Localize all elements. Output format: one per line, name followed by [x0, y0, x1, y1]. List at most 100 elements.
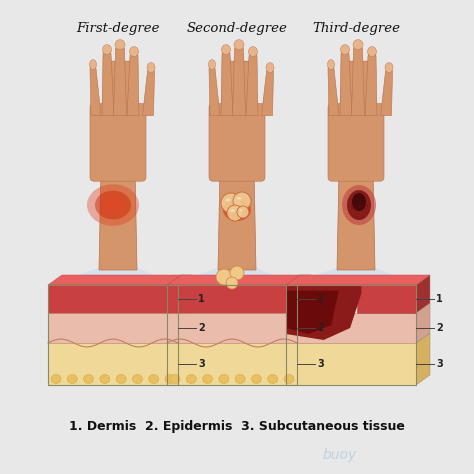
Bar: [48, 313, 178, 343]
Ellipse shape: [149, 374, 159, 383]
Polygon shape: [178, 333, 192, 385]
Ellipse shape: [235, 374, 245, 383]
Ellipse shape: [221, 45, 230, 55]
Polygon shape: [286, 285, 361, 340]
Polygon shape: [102, 46, 114, 116]
Circle shape: [226, 277, 238, 289]
Polygon shape: [221, 46, 233, 116]
Ellipse shape: [129, 46, 138, 56]
Ellipse shape: [367, 46, 376, 56]
Bar: [48, 343, 178, 385]
Text: Second-degree: Second-degree: [187, 22, 287, 35]
Ellipse shape: [51, 374, 61, 383]
Bar: [167, 285, 297, 313]
Polygon shape: [297, 275, 311, 313]
Ellipse shape: [170, 374, 180, 383]
Polygon shape: [340, 46, 352, 116]
Ellipse shape: [219, 374, 229, 383]
Polygon shape: [416, 333, 430, 385]
FancyBboxPatch shape: [90, 104, 146, 181]
Polygon shape: [328, 61, 339, 116]
Polygon shape: [218, 61, 256, 270]
Polygon shape: [297, 333, 311, 385]
Polygon shape: [209, 61, 220, 116]
Polygon shape: [48, 268, 178, 285]
Ellipse shape: [83, 374, 93, 383]
Text: 1: 1: [436, 294, 443, 304]
Text: 2: 2: [436, 323, 443, 333]
Bar: [286, 285, 416, 385]
Polygon shape: [48, 275, 192, 285]
Ellipse shape: [347, 190, 371, 220]
Polygon shape: [286, 268, 416, 285]
Text: 2: 2: [317, 323, 324, 333]
Ellipse shape: [266, 63, 274, 73]
Text: 3: 3: [436, 359, 443, 369]
Bar: [286, 313, 416, 343]
Text: 1. Dermis  2. Epidermis  3. Subcutaneous tissue: 1. Dermis 2. Epidermis 3. Subcutaneous t…: [69, 420, 405, 433]
Ellipse shape: [115, 40, 125, 50]
Ellipse shape: [147, 63, 155, 73]
Polygon shape: [233, 41, 246, 116]
Ellipse shape: [240, 210, 243, 211]
Bar: [357, 285, 416, 313]
Ellipse shape: [209, 60, 216, 70]
Ellipse shape: [340, 45, 349, 55]
Circle shape: [216, 269, 232, 285]
Polygon shape: [178, 303, 192, 343]
Ellipse shape: [102, 45, 111, 55]
Bar: [167, 343, 297, 385]
Circle shape: [230, 266, 244, 280]
Polygon shape: [416, 275, 430, 313]
Ellipse shape: [328, 60, 335, 70]
Polygon shape: [143, 64, 155, 116]
Polygon shape: [337, 61, 375, 270]
Polygon shape: [178, 275, 192, 313]
Polygon shape: [262, 64, 273, 116]
Ellipse shape: [352, 193, 366, 211]
Polygon shape: [297, 303, 311, 343]
Polygon shape: [90, 61, 101, 116]
Circle shape: [233, 192, 251, 210]
Ellipse shape: [132, 374, 142, 383]
Ellipse shape: [95, 191, 131, 219]
Polygon shape: [167, 275, 311, 285]
Text: 3: 3: [317, 359, 324, 369]
Ellipse shape: [223, 199, 251, 221]
Bar: [48, 285, 178, 385]
Circle shape: [221, 193, 241, 213]
Polygon shape: [286, 291, 339, 334]
FancyBboxPatch shape: [209, 104, 265, 181]
Polygon shape: [365, 47, 377, 116]
Ellipse shape: [248, 46, 257, 56]
Ellipse shape: [186, 374, 196, 383]
Ellipse shape: [116, 374, 126, 383]
Text: 2: 2: [198, 323, 205, 333]
Ellipse shape: [165, 374, 175, 383]
Circle shape: [237, 206, 249, 218]
Ellipse shape: [103, 197, 123, 213]
Polygon shape: [99, 61, 137, 270]
Polygon shape: [246, 47, 258, 116]
Ellipse shape: [237, 197, 242, 200]
Ellipse shape: [90, 60, 97, 70]
Polygon shape: [286, 275, 430, 285]
Bar: [286, 343, 416, 385]
Bar: [167, 313, 297, 343]
Polygon shape: [167, 268, 297, 285]
Circle shape: [227, 205, 243, 221]
Ellipse shape: [230, 210, 235, 212]
Ellipse shape: [251, 374, 262, 383]
Text: 1: 1: [317, 294, 324, 304]
Polygon shape: [127, 47, 139, 116]
Ellipse shape: [202, 374, 212, 383]
Text: Third-degree: Third-degree: [312, 22, 400, 35]
Text: buoy: buoy: [323, 448, 357, 462]
Ellipse shape: [100, 374, 110, 383]
Ellipse shape: [342, 185, 376, 225]
Text: First-degree: First-degree: [76, 22, 160, 35]
Polygon shape: [416, 303, 430, 343]
Ellipse shape: [284, 374, 294, 383]
Ellipse shape: [353, 40, 363, 50]
FancyBboxPatch shape: [328, 104, 384, 181]
